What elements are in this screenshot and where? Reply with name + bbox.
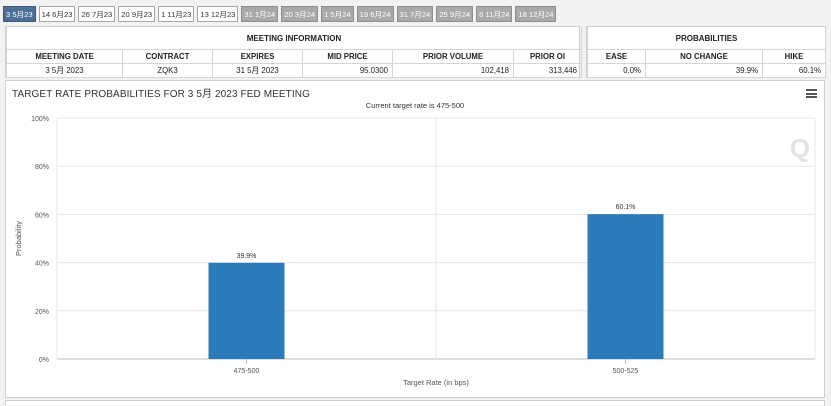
y-axis-title: Probability [14, 221, 23, 256]
data-label: 39.9% [237, 253, 257, 260]
x-axis-title: Target Rate (in bps) [403, 378, 469, 387]
cell-meeting-date: 3 5月 2023 [6, 63, 123, 78]
cell-hike: 60.1% [762, 63, 826, 78]
next-panel-edge [5, 400, 825, 406]
header-hike: HIKE [762, 49, 826, 64]
chart-title: TARGET RATE PROBABILITIES FOR 3 5月 2023 … [12, 89, 310, 100]
y-tick-label: 0% [39, 357, 49, 364]
header-prior-oi: PRIOR OI [512, 49, 583, 64]
tab-meeting-2[interactable]: 26 7月23 [78, 6, 116, 22]
tab-meeting-0[interactable]: 3 5月23 [3, 6, 36, 22]
tab-meeting-9[interactable]: 19 6月24 [356, 6, 394, 22]
bar-475-500 [208, 262, 285, 359]
probabilities-title: PROBABILITIES [587, 27, 826, 50]
tab-meeting-3[interactable]: 20 9月23 [118, 6, 156, 22]
header-prior-volume: PRIOR VOLUME [392, 49, 514, 64]
header-expires: EXPIRES [212, 49, 303, 64]
tab-meeting-5[interactable]: 13 12月23 [197, 6, 239, 22]
meeting-information-title: MEETING INFORMATION [5, 27, 583, 50]
cell-no-change: 39.9% [645, 63, 763, 78]
y-tick-label: 60% [35, 212, 49, 219]
tab-meeting-7[interactable]: 20 3月24 [281, 6, 319, 22]
tab-meeting-10[interactable]: 31 7月24 [396, 6, 434, 22]
bar-500-525 [587, 214, 664, 359]
tab-meeting-12[interactable]: 6 11月24 [476, 6, 513, 22]
cell-ease: 0.0% [587, 63, 646, 78]
y-tick-label: 20% [35, 309, 49, 316]
watermark-logo: Q [789, 133, 810, 163]
y-tick-label: 40% [35, 261, 49, 268]
hamburger-menu-icon[interactable] [806, 89, 817, 98]
meeting-information-panel: MEETING INFORMATION MEETING DATE CONTRAC… [5, 26, 583, 78]
x-tick-label: 475-500 [234, 368, 260, 375]
probabilities-panel: PROBABILITIES EASE NO CHANGE HIKE 0.0% 3… [586, 26, 826, 78]
tab-meeting-1[interactable]: 14 6月23 [38, 6, 76, 22]
cell-prior-oi: 313,446 [512, 63, 583, 78]
header-ease: EASE [587, 49, 646, 64]
table-row: 0.0% 39.9% 60.1% [587, 63, 826, 78]
header-no-change: NO CHANGE [645, 49, 763, 64]
tab-meeting-8[interactable]: 1 5月24 [321, 6, 354, 22]
header-meeting-date: MEETING DATE [6, 49, 123, 64]
cell-expires: 31 5月 2023 [212, 63, 303, 78]
tab-meeting-6[interactable]: 31 1月24 [241, 6, 279, 22]
bar-chart: 0% 20% 40% 60% 80% 100% 39.9% 475-500 60.1% 500-5… [14, 116, 816, 387]
data-label: 60.1% [616, 204, 636, 211]
x-tick-label: 500-525 [613, 368, 639, 375]
tab-meeting-11[interactable]: 25 9月24 [436, 6, 474, 22]
chart-subtitle: Current target rate is 475-500 [365, 101, 465, 110]
y-tick-label: 100% [31, 116, 49, 123]
cell-mid-price: 95.0300 [302, 63, 393, 78]
cell-contract: ZQK3 [122, 63, 213, 78]
tab-meeting-4[interactable]: 1 11月23 [158, 6, 195, 22]
table-row: 3 5月 2023 ZQK3 31 5月 2023 95.0300 102,41… [6, 63, 583, 78]
tab-meeting-13[interactable]: 18 12月24 [515, 6, 557, 22]
header-mid-price: MID PRICE [302, 49, 393, 64]
cell-prior-volume: 102,418 [392, 63, 514, 78]
meeting-date-tabs: 3 5月23 14 6月23 26 7月23 20 9月23 1 11月23 13 12月… [3, 6, 557, 23]
header-contract: CONTRACT [122, 49, 213, 64]
y-tick-label: 80% [35, 164, 49, 171]
chart-panel: TARGET RATE PROBABILITIES FOR 3 5月 2023 … [5, 80, 825, 398]
